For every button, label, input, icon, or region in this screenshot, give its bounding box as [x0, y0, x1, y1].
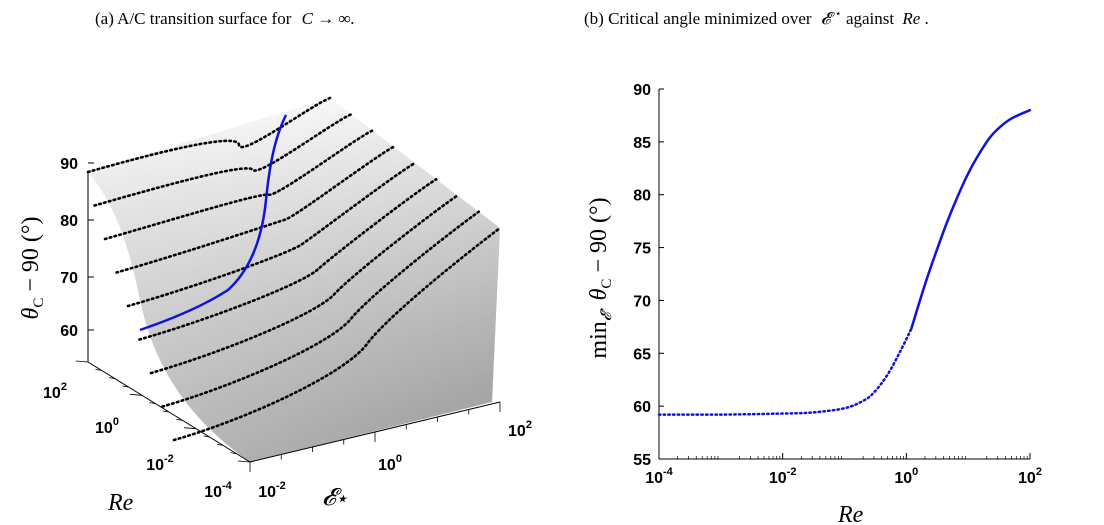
minimum-curve	[139, 114, 288, 332]
z-tick-label: 70	[60, 270, 78, 287]
e-tick-label: 10-2	[258, 480, 286, 501]
y-tick-label: 80	[633, 188, 651, 205]
y-tick-label: 85	[633, 135, 651, 152]
re-tick-mark	[237, 460, 251, 463]
re-tick-mark	[75, 360, 89, 363]
y-tick-label: 55	[633, 452, 651, 469]
y-axis-label: min𝓔⋆ θC − 90 (°)	[586, 197, 615, 358]
y-tick-label: 65	[633, 346, 651, 363]
re-tick-mark	[95, 368, 102, 371]
y-tick-label: 70	[633, 293, 651, 310]
contour-line	[86, 96, 332, 174]
re-tick-mark	[108, 377, 116, 380]
x-axis-label: Re	[837, 502, 864, 525]
contour-line	[161, 210, 481, 408]
chart-a: 60 70 80 90 θC − 90 (°) 102 100 10-2 10-4 Re 1…	[18, 96, 532, 516]
contour-line	[126, 161, 417, 308]
series-solid	[909, 108, 1032, 331]
contour-line	[172, 226, 502, 442]
contour-line	[115, 145, 396, 274]
y-tick-label: 90	[633, 82, 651, 99]
contour-line	[103, 129, 374, 241]
re-tick-mark	[230, 452, 237, 455]
y-tick-label: 60	[633, 399, 651, 416]
contour-line	[93, 112, 353, 207]
contour-line	[138, 177, 438, 341]
re-tick-mark	[149, 402, 156, 405]
re-tick-label: 10-4	[204, 480, 232, 501]
re-tick-mark	[183, 427, 197, 430]
caption-a: (a) A/C transition surface for C → ∞.	[95, 9, 355, 28]
surface-shading	[88, 98, 500, 462]
e-axis-label: 𝓔⋆	[322, 485, 348, 511]
contour-line	[149, 194, 459, 375]
z-tick-label: 80	[60, 213, 78, 230]
re-tick-mark	[129, 393, 143, 396]
re-tick-label: 100	[95, 416, 119, 437]
re-tick-mark	[176, 418, 183, 421]
re-tick-mark	[122, 385, 129, 388]
x-tick-label: 100	[894, 466, 918, 487]
z-tick-label: 60	[60, 323, 78, 340]
x-tick-label: 10-4	[645, 466, 673, 487]
z-axis-label: θC − 90 (°)	[18, 217, 47, 320]
y-tick-label: 75	[633, 241, 651, 258]
z-tick-label: 90	[60, 156, 78, 173]
re-tick-label: 10-2	[146, 453, 174, 474]
re-tick-mark	[162, 410, 170, 413]
re-tick-mark	[203, 435, 210, 438]
re-tick-mark	[216, 443, 224, 446]
e-tick-label: 100	[378, 453, 402, 474]
caption-b: (b) Critical angle minimized over 𝓔 ⋆ ag…	[584, 2, 929, 28]
e-tick-label: 102	[508, 419, 532, 440]
re-tick-label: 102	[43, 381, 67, 402]
series-dotted	[657, 327, 913, 416]
chart-b: 55 60 65 70 75 80 85 90 10-4 10-2 100 102 min𝓔⋆ θC…	[586, 82, 1042, 525]
x-tick-label: 102	[1018, 466, 1042, 487]
re-axis-label: Re	[107, 490, 134, 516]
x-tick-label: 10-2	[769, 466, 797, 487]
